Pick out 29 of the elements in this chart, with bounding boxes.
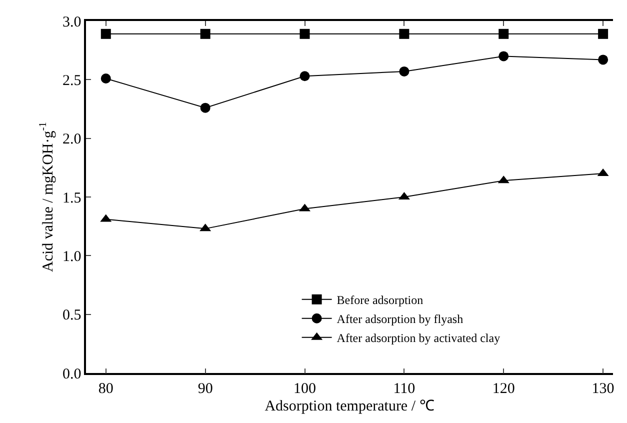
x-axis-title: Adsorption temperature / ℃ bbox=[264, 398, 434, 414]
point bbox=[100, 73, 111, 84]
point bbox=[399, 66, 410, 76]
point bbox=[300, 28, 310, 39]
y-tick-label: 1.0 bbox=[62, 248, 82, 265]
x-tick-label: 100 bbox=[294, 380, 316, 397]
y-tick-label: 2.5 bbox=[62, 72, 82, 89]
legend-label: Before adsorption bbox=[336, 293, 424, 308]
legend-label: After adsorption by flyash bbox=[336, 312, 464, 326]
point bbox=[200, 28, 210, 39]
point bbox=[498, 51, 509, 62]
y-tick-label: 1.5 bbox=[62, 190, 82, 206]
y-tick-label: 3.0 bbox=[62, 14, 82, 30]
point bbox=[598, 54, 608, 65]
point bbox=[300, 71, 310, 82]
y-tick-label: 0.5 bbox=[62, 308, 82, 324]
y-tick-label: 0.0 bbox=[62, 366, 82, 382]
y-tick-label: 2.0 bbox=[62, 132, 82, 148]
x-tick-label: 80 bbox=[98, 380, 114, 397]
point bbox=[100, 28, 111, 39]
x-tick-label: 90 bbox=[198, 380, 213, 397]
point bbox=[498, 28, 509, 39]
point bbox=[598, 28, 608, 39]
x-tick-label: 130 bbox=[592, 380, 614, 397]
point bbox=[200, 102, 210, 113]
x-tick-label: 110 bbox=[393, 380, 416, 397]
legend-label: After adsorption by activated clay bbox=[336, 331, 500, 346]
point bbox=[399, 28, 410, 39]
x-tick-label: 120 bbox=[492, 380, 515, 397]
